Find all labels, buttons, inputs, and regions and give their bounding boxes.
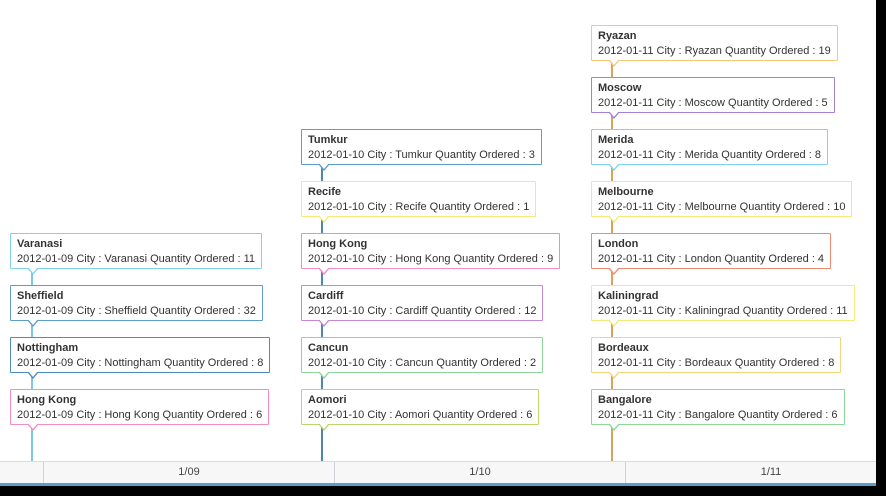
event-card[interactable]: Ryazan 2012-01-11 City : Ryazan Quantity…: [591, 25, 838, 67]
event-text: 2012-01-09 City : Hong Kong Quantity Ord…: [17, 409, 263, 421]
event-text: 2012-01-10 City : Cardiff Quantity Order…: [308, 305, 537, 317]
event-text: 2012-01-10 City : Cancun Quantity Ordere…: [308, 357, 537, 369]
pointer-notch-fill: [28, 319, 38, 325]
event-title: Cancun: [308, 342, 349, 354]
event-text: 2012-01-09 City : Nottingham Quantity Or…: [17, 357, 264, 369]
pointer-notch-fill: [609, 423, 619, 429]
event-card[interactable]: Varanasi 2012-01-09 City : Varanasi Quan…: [10, 233, 263, 275]
event-text: 2012-01-11 City : Melbourne Quantity Ord…: [598, 201, 846, 213]
event-card[interactable]: Sheffield 2012-01-09 City : Sheffield Qu…: [10, 285, 263, 327]
pointer-notch-fill: [28, 371, 38, 377]
event-title: Moscow: [598, 82, 642, 94]
event-card[interactable]: Cancun 2012-01-10 City : Cancun Quantity…: [301, 337, 544, 379]
event-text: 2012-01-11 City : Kaliningrad Quantity O…: [598, 305, 848, 317]
pointer-notch-fill: [319, 371, 329, 377]
event-card[interactable]: Hong Kong 2012-01-09 City : Hong Kong Qu…: [10, 389, 270, 431]
pointer-notch-fill: [319, 163, 329, 169]
event-card[interactable]: Melbourne 2012-01-11 City : Melbourne Qu…: [591, 181, 853, 223]
event-title: Cardiff: [308, 290, 344, 302]
axis-bottom-border: [0, 483, 876, 486]
event-card[interactable]: Moscow 2012-01-11 City : Moscow Quantity…: [591, 77, 835, 119]
axis-tick: [43, 462, 44, 483]
event-text: 2012-01-10 City : Aomori Quantity Ordere…: [308, 409, 533, 421]
axis-tick: [334, 462, 335, 483]
pointer-notch-fill: [609, 215, 619, 221]
event-card[interactable]: Recife 2012-01-10 City : Recife Quantity…: [301, 181, 537, 223]
axis-label-1-09: 1/09: [178, 466, 200, 478]
pointer-notch-fill: [28, 267, 38, 273]
event-card[interactable]: Tumkur 2012-01-10 City : Tumkur Quantity…: [301, 129, 542, 171]
event-title: London: [598, 238, 639, 250]
pointer-notch-fill: [609, 111, 619, 117]
pointer-notch-fill: [609, 59, 619, 65]
event-text: 2012-01-10 City : Tumkur Quantity Ordere…: [308, 149, 535, 161]
event-title: Nottingham: [17, 342, 79, 354]
event-title: Hong Kong: [17, 394, 77, 406]
event-title: Kaliningrad: [598, 290, 659, 302]
pointer-notch-fill: [28, 423, 38, 429]
event-card[interactable]: Cardiff 2012-01-10 City : Cardiff Quanti…: [301, 285, 544, 327]
event-card[interactable]: Hong Kong 2012-01-10 City : Hong Kong Qu…: [301, 233, 561, 275]
axis-label-1-11: 1/11: [760, 466, 782, 478]
event-title: Varanasi: [17, 238, 63, 250]
event-title: Aomori: [308, 394, 347, 406]
pointer-notch-fill: [609, 371, 619, 377]
event-title: Tumkur: [308, 134, 348, 146]
event-title: Recife: [308, 186, 342, 198]
time-axis[interactable]: 1/09 1/10 1/11: [0, 461, 876, 483]
event-text: 2012-01-11 City : Bangalore Quantity Ord…: [598, 409, 838, 421]
event-text: 2012-01-10 City : Recife Quantity Ordere…: [308, 201, 530, 213]
axis-label-1-10: 1/10: [469, 466, 491, 478]
event-text: 2012-01-09 City : Varanasi Quantity Orde…: [17, 253, 256, 265]
event-title: Hong Kong: [308, 238, 368, 250]
pointer-notch-fill: [319, 215, 329, 221]
event-card[interactable]: Nottingham 2012-01-09 City : Nottingham …: [10, 337, 271, 379]
pointer-notch-fill: [609, 267, 619, 273]
event-card[interactable]: Bangalore 2012-01-11 City : Bangalore Qu…: [591, 389, 845, 431]
event-text: 2012-01-10 City : Hong Kong Quantity Ord…: [308, 253, 554, 265]
event-text: 2012-01-11 City : Bordeaux Quantity Orde…: [598, 357, 835, 369]
axis-tick: [625, 462, 626, 483]
event-card[interactable]: London 2012-01-11 City : London Quantity…: [591, 233, 832, 275]
pointer-notch-fill: [319, 319, 329, 325]
event-text: 2012-01-11 City : Merida Quantity Ordere…: [598, 149, 821, 161]
pointer-notch-fill: [609, 319, 619, 325]
event-card[interactable]: Bordeaux 2012-01-11 City : Bordeaux Quan…: [591, 337, 842, 379]
pointer-notch-fill: [319, 423, 329, 429]
pointer-notch-fill: [609, 163, 619, 169]
pointer-notch-fill: [319, 267, 329, 273]
event-title: Melbourne: [598, 186, 654, 198]
timeline-chart: Varanasi 2012-01-09 City : Varanasi Quan…: [0, 0, 876, 486]
event-card[interactable]: Kaliningrad 2012-01-11 City : Kaliningra…: [591, 285, 855, 327]
event-card[interactable]: Merida 2012-01-11 City : Merida Quantity…: [591, 129, 828, 171]
event-text: 2012-01-09 City : Sheffield Quantity Ord…: [17, 305, 256, 317]
event-text: 2012-01-11 City : London Quantity Ordere…: [598, 253, 825, 265]
event-title: Sheffield: [17, 290, 64, 302]
event-card[interactable]: Aomori 2012-01-10 City : Aomori Quantity…: [301, 389, 540, 431]
event-text: 2012-01-11 City : Ryazan Quantity Ordere…: [598, 45, 831, 57]
event-title: Bordeaux: [598, 342, 649, 354]
event-title: Ryazan: [598, 30, 637, 42]
event-title: Bangalore: [598, 394, 652, 406]
event-text: 2012-01-11 City : Moscow Quantity Ordere…: [598, 97, 828, 109]
event-title: Merida: [598, 134, 634, 146]
